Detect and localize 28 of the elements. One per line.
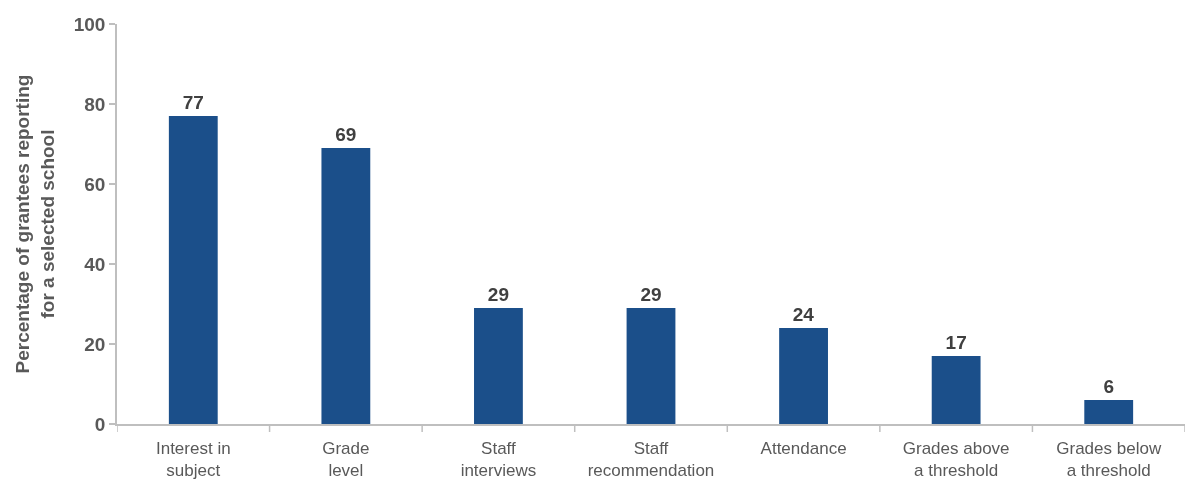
y-tick-label: 60: [84, 173, 106, 195]
x-tick-label: Staff interviews: [460, 439, 537, 481]
y-axis-title: Percentage of grantees reporting for a selected school: [12, 74, 59, 374]
data-label: 24: [792, 304, 815, 325]
data-label: 6: [1103, 376, 1114, 397]
bar: [321, 148, 371, 424]
y-tick-label: 100: [73, 13, 106, 35]
bar: [931, 356, 981, 424]
data-label: 77: [182, 92, 204, 113]
x-tick-label: Interest in subject: [155, 439, 231, 481]
data-label: 69: [335, 124, 357, 145]
data-label: 29: [640, 284, 662, 305]
bar: [168, 116, 218, 424]
data-label: 29: [487, 284, 509, 305]
y-tick-label: 40: [84, 253, 106, 275]
y-tick-label: 0: [94, 413, 106, 435]
data-label: 17: [945, 332, 967, 353]
bar: [626, 308, 676, 424]
y-tick-label: 80: [84, 93, 106, 115]
bar: [779, 328, 828, 424]
bar: [1084, 400, 1134, 424]
x-tick-label: Grade level: [322, 439, 370, 481]
y-tick-label: 20: [84, 333, 106, 355]
x-tick-label: Grades above a threshold: [902, 439, 1010, 481]
bar: [474, 308, 523, 424]
x-tick-label: Grades below a threshold: [1056, 439, 1162, 481]
x-tick-label: Attendance: [760, 439, 847, 459]
x-tick-label: Staff recommendation: [587, 439, 715, 481]
